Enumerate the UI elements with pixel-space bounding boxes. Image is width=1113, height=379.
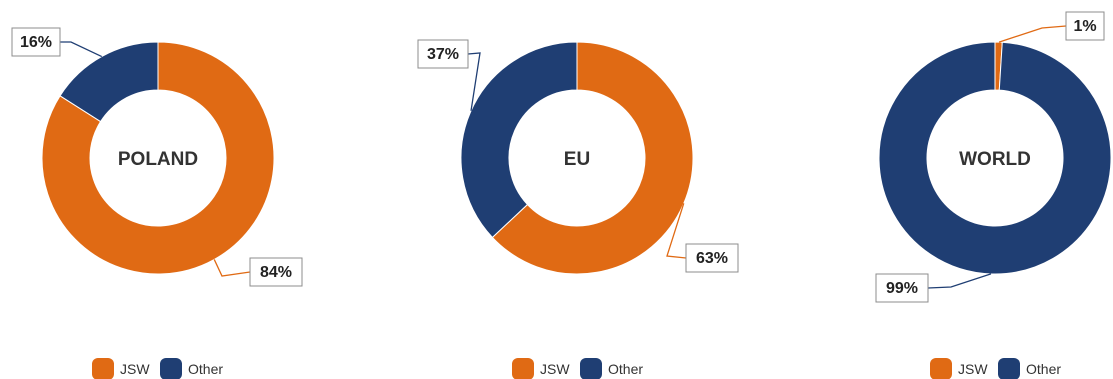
legend: JSW Other <box>512 358 643 379</box>
leader-line <box>927 273 992 289</box>
leader-line <box>467 52 481 111</box>
value-label: 99% <box>886 280 918 297</box>
center-label: POLAND <box>118 149 198 170</box>
value-label: 16% <box>20 34 52 51</box>
value-label-box <box>417 39 469 69</box>
donut-chart-world: WORLD 1% 99% JSW Other <box>875 11 1112 379</box>
value-label: 1% <box>1073 18 1096 35</box>
leader-line <box>666 203 687 259</box>
slice-other[interactable] <box>878 41 1112 275</box>
slice-jsw[interactable] <box>41 41 275 275</box>
legend-swatch-jsw[interactable] <box>930 358 952 379</box>
legend: JSW Other <box>930 358 1061 379</box>
legend-label-jsw[interactable]: JSW <box>120 361 150 377</box>
donut-chart-eu: EU 63% 37% JSW Other <box>417 39 739 379</box>
legend-label-jsw[interactable]: JSW <box>958 361 988 377</box>
value-label: 37% <box>427 46 459 63</box>
value-label-box <box>249 257 303 287</box>
legend-swatch-jsw[interactable] <box>512 358 534 379</box>
center-label: EU <box>564 149 590 170</box>
legend-label-other[interactable]: Other <box>1026 361 1061 377</box>
value-label-box <box>875 273 929 303</box>
legend-swatch-other[interactable] <box>998 358 1020 379</box>
legend: JSW Other <box>92 358 223 379</box>
legend-label-jsw[interactable]: JSW <box>540 361 570 377</box>
slice-other[interactable] <box>460 41 578 239</box>
donut-chart-poland: POLAND 84% 16% JSW Other <box>11 27 303 379</box>
leader-line <box>998 25 1067 43</box>
leader-line <box>60 41 103 58</box>
center-label: WORLD <box>959 149 1031 170</box>
legend-label-other[interactable]: Other <box>608 361 643 377</box>
slice-jsw[interactable] <box>491 41 694 275</box>
slice-other[interactable] <box>59 41 159 123</box>
value-label: 63% <box>696 250 728 267</box>
legend-swatch-other[interactable] <box>160 358 182 379</box>
legend-swatch-other[interactable] <box>580 358 602 379</box>
legend-swatch-jsw[interactable] <box>92 358 114 379</box>
legend-label-other[interactable]: Other <box>188 361 223 377</box>
leader-line <box>213 259 251 277</box>
value-label-box <box>685 243 739 273</box>
value-label-box <box>11 27 61 57</box>
value-label: 84% <box>260 264 292 281</box>
value-label-box <box>1065 11 1105 41</box>
